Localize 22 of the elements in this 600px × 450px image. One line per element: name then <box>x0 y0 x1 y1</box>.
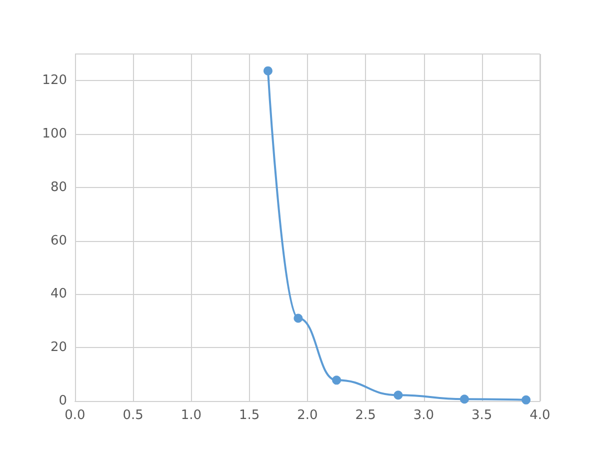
x-tick-label: 1.0 <box>180 408 202 423</box>
y-tick-label: 0 <box>58 394 67 408</box>
point <box>294 314 303 323</box>
point <box>460 394 469 404</box>
y-tick-label: 40 <box>50 286 67 302</box>
y-tick-label: 120 <box>42 73 67 88</box>
y-tick-label: 60 <box>50 233 67 248</box>
y-tick-label: 20 <box>50 340 67 356</box>
x-tick-label: 2.5 <box>355 408 376 423</box>
x-tick-label: 0.5 <box>122 408 144 423</box>
x-tick-label: 3.0 <box>413 408 434 423</box>
y-tick-label: 100 <box>42 126 67 142</box>
x-tick-label: 4.0 <box>530 408 550 423</box>
x-tick-label: 2.0 <box>297 408 318 423</box>
x-tick-label: 1.5 <box>239 408 260 423</box>
point <box>263 66 272 76</box>
point <box>522 395 531 404</box>
x-tick-label: 0.0 <box>64 408 86 423</box>
point <box>332 376 342 385</box>
x-tick-label: 3.5 <box>472 408 492 423</box>
y-tick-label: 80 <box>50 180 67 195</box>
point <box>394 390 403 400</box>
